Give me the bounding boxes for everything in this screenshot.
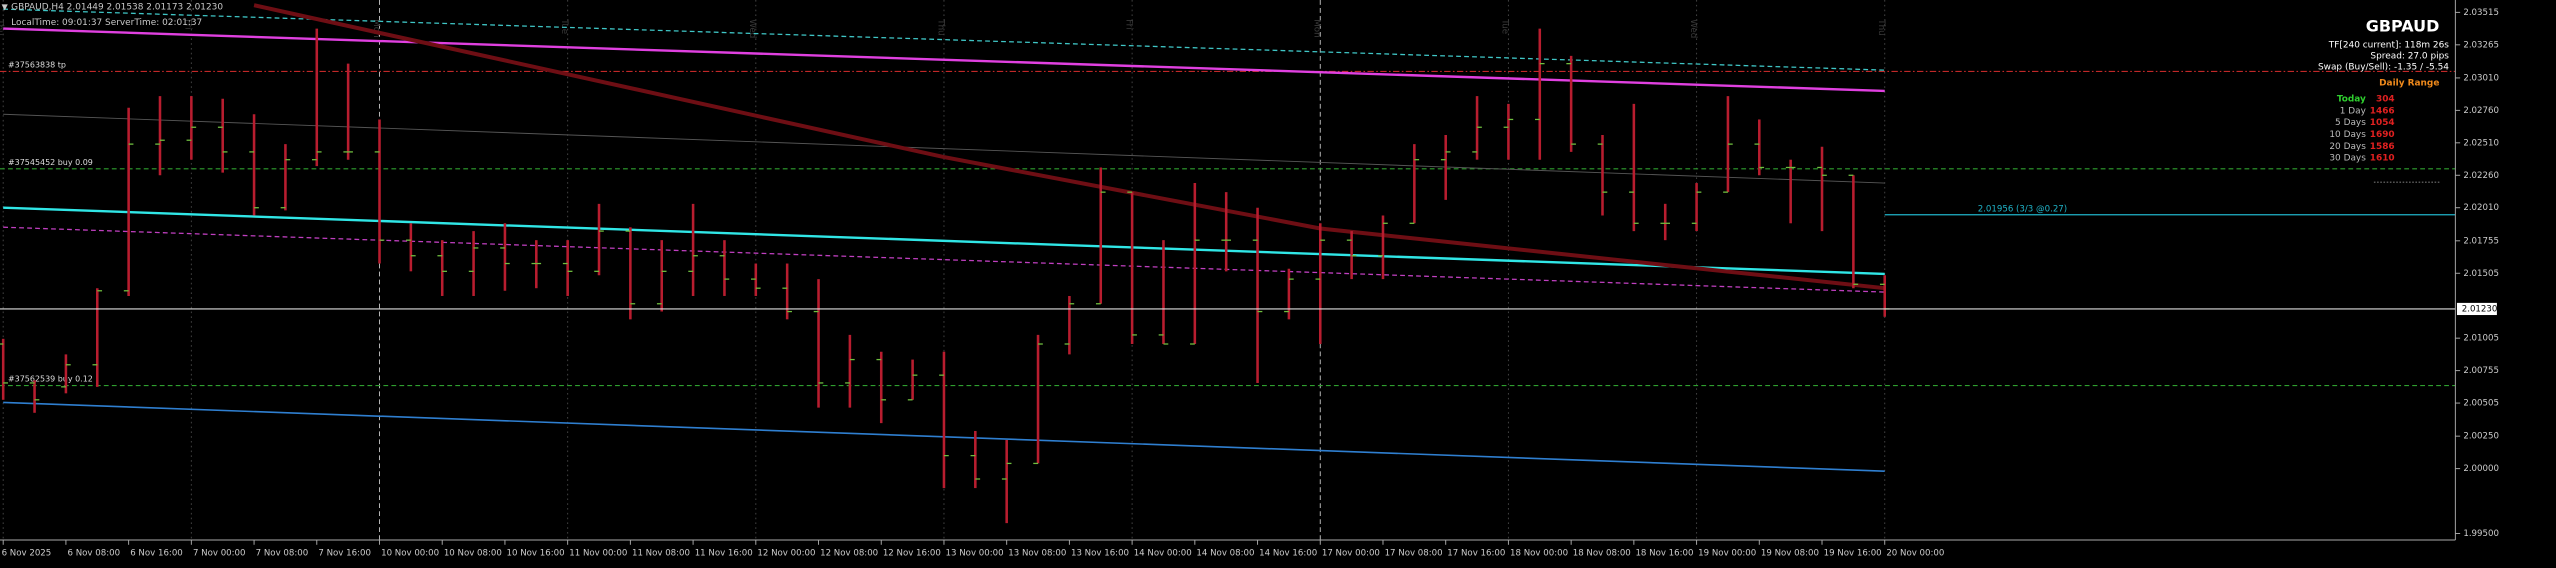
target-label: 2.01956 (3/3 @0.27) <box>1978 205 2067 215</box>
y-tick-label: 1.99500 <box>2463 529 2499 539</box>
range-row-label: 10 Days <box>2329 130 2366 140</box>
x-tick-label: 7 Nov 08:00 <box>256 548 309 558</box>
x-tick-label: 14 Nov 00:00 <box>1134 548 1192 558</box>
x-tick-label: 10 Nov 16:00 <box>507 548 565 558</box>
info-swap: Swap (Buy/Sell): -1.35 / -5.54 <box>2318 63 2449 73</box>
range-row-value: 304 <box>2376 95 2395 105</box>
y-tick-label: 2.00250 <box>2463 432 2499 442</box>
weekday-label: Wed <box>747 19 757 38</box>
x-tick-label: 13 Nov 16:00 <box>1071 548 1129 558</box>
collapse-icon[interactable]: ▼ <box>2 3 9 12</box>
x-tick-label: 19 Nov 08:00 <box>1761 548 1819 558</box>
x-tick-label: 13 Nov 08:00 <box>1008 548 1066 558</box>
y-tick-label: 2.01755 <box>2463 236 2499 246</box>
range-row-value: 1054 <box>2370 118 2395 128</box>
info-symbol: GBPAUD <box>2366 17 2440 36</box>
x-tick-label: 12 Nov 16:00 <box>883 548 941 558</box>
x-tick-label: 17 Nov 00:00 <box>1322 548 1380 558</box>
y-tick-label: 2.01505 <box>2463 269 2499 279</box>
range-row-label: Today <box>2337 95 2366 105</box>
x-tick-label: 6 Nov 08:00 <box>68 548 121 558</box>
y-tick-label: 2.00505 <box>2463 399 2499 409</box>
order-label: #37563838 tp <box>8 61 66 70</box>
range-row-label: 20 Days <box>2329 142 2366 152</box>
x-tick-label: 17 Nov 16:00 <box>1447 548 1505 558</box>
y-tick-label: 2.02260 <box>2463 171 2499 181</box>
chart-title: GBPAUD,H4 2.01449 2.01538 2.01173 2.0123… <box>11 3 223 13</box>
x-tick-label: 17 Nov 08:00 <box>1385 548 1443 558</box>
indicator-line <box>3 206 1885 276</box>
order-label: #37545452 buy 0.09 <box>8 158 93 167</box>
y-tick-label: 2.01005 <box>2463 334 2499 344</box>
x-tick-label: 14 Nov 16:00 <box>1259 548 1317 558</box>
x-tick-label: 20 Nov 00:00 <box>1886 548 1944 558</box>
weekday-label: Tue <box>1500 18 1510 34</box>
x-tick-label: 11 Nov 00:00 <box>569 548 627 558</box>
x-tick-label: 7 Nov 16:00 <box>318 548 371 558</box>
x-tick-label: 6 Nov 16:00 <box>130 548 183 558</box>
x-tick-label: 11 Nov 16:00 <box>695 548 753 558</box>
x-tick-label: 18 Nov 00:00 <box>1510 548 1568 558</box>
range-row-label: 5 Days <box>2335 118 2366 128</box>
y-tick-label: 2.02010 <box>2463 203 2499 213</box>
current-price-label: 2.01230 <box>2462 304 2498 314</box>
x-tick-label: 18 Nov 08:00 <box>1573 548 1631 558</box>
x-tick-label: 14 Nov 08:00 <box>1196 548 1254 558</box>
x-tick-label: 19 Nov 00:00 <box>1698 548 1756 558</box>
order-label: #37562539 buy 0.12 <box>8 375 93 384</box>
weekday-label: Wed <box>1688 19 1698 38</box>
weekday-label: Thu <box>1876 18 1886 35</box>
x-tick-label: 12 Nov 08:00 <box>820 548 878 558</box>
x-tick-label: 18 Nov 16:00 <box>1635 548 1693 558</box>
range-row-value: 1690 <box>2370 130 2395 140</box>
y-tick-label: 2.00755 <box>2463 366 2499 376</box>
x-tick-label: 12 Nov 00:00 <box>757 548 815 558</box>
x-tick-label: 7 Nov 00:00 <box>193 548 246 558</box>
x-tick-label: 11 Nov 08:00 <box>632 548 690 558</box>
y-tick-label: 2.03515 <box>2463 8 2499 18</box>
indicator-line <box>3 226 1885 293</box>
info-range-title: Daily Range <box>2379 79 2439 89</box>
y-tick-label: 2.03265 <box>2463 40 2499 50</box>
y-tick-label: 2.02760 <box>2463 106 2499 116</box>
info-timeframe: TF[240 current]: 118m 26s <box>2328 40 2450 50</box>
y-tick-label: 2.03010 <box>2463 73 2499 83</box>
info-spread: Spread: 27.0 pips <box>2370 51 2449 61</box>
range-row-label: 1 Day <box>2340 106 2367 116</box>
weekday-label: Mon <box>371 19 381 37</box>
range-row-label: 30 Days <box>2329 154 2366 164</box>
weekday-label: Fri <box>183 19 193 29</box>
x-tick-label: 10 Nov 00:00 <box>381 548 439 558</box>
y-tick-label: 2.02510 <box>2463 138 2499 148</box>
x-tick-label: 13 Nov 00:00 <box>946 548 1004 558</box>
range-row-value: 1586 <box>2370 142 2395 152</box>
x-tick-label: 6 Nov 2025 <box>2 548 52 558</box>
range-row-value: 1466 <box>2370 106 2395 116</box>
x-tick-label: 19 Nov 16:00 <box>1824 548 1882 558</box>
weekday-label: Thu <box>935 18 945 35</box>
weekday-label: Thu <box>0 18 4 35</box>
range-row-value: 1610 <box>2370 154 2395 164</box>
current-price-box <box>2456 302 2497 316</box>
plot-area: Thu Fri Mon Tue Wed Thu Fri Mon Tue Wed Thu #375638… <box>0 0 2456 540</box>
info-panel: GBPAUD TF[240 current]: 118m 26s Spread:… <box>2318 17 2450 183</box>
weekday-label: Fri <box>1123 19 1133 29</box>
weekday-label: Tue <box>559 18 569 34</box>
chart-subtitle: LocalTime: 09:01:37 ServerTime: 02:01:37 <box>11 18 202 28</box>
y-tick-label: 2.00000 <box>2463 464 2499 474</box>
x-tick-label: 10 Nov 08:00 <box>444 548 502 558</box>
weekday-label: Mon <box>1312 19 1322 37</box>
